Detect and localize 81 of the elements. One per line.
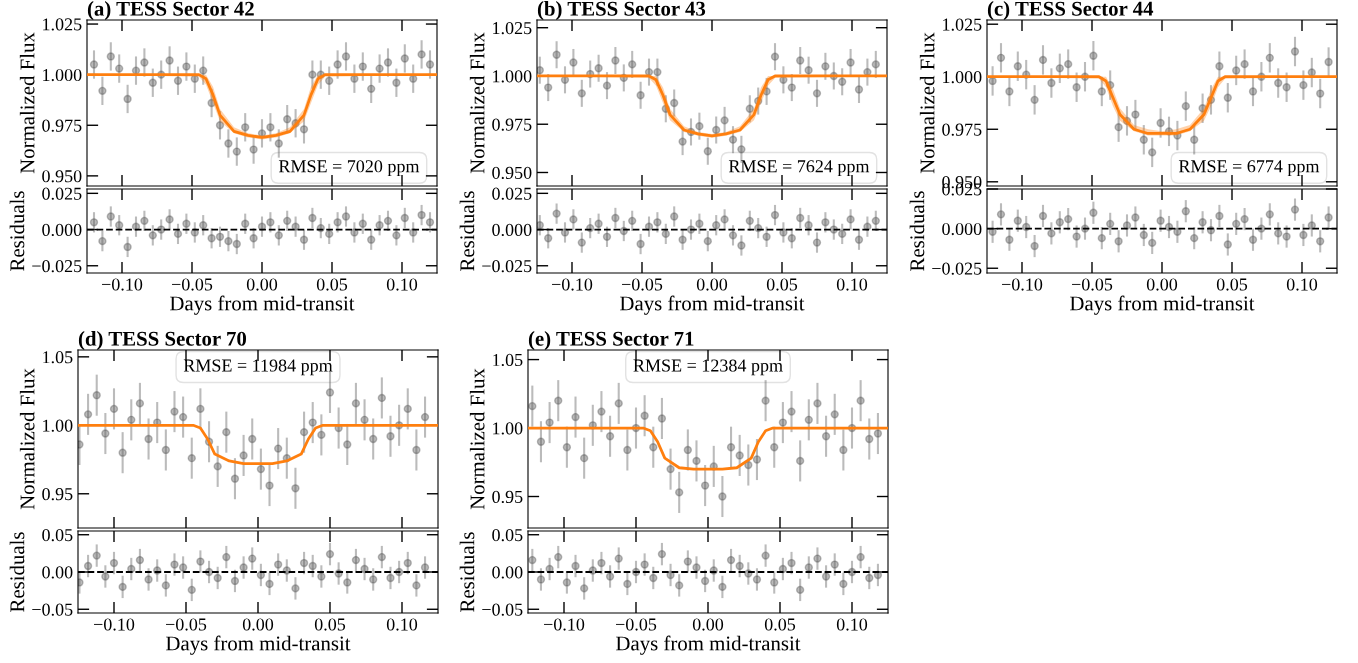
x-tick-label: −0.05 [1072,278,1113,291]
x-tick-label: 0.10 [836,618,868,631]
y-tick-label: 0.00 [492,566,523,579]
x-tick-label: −0.10 [552,278,593,291]
y-tick-label: 1.05 [43,351,73,364]
y-axis-title: Residuals [909,191,925,271]
y-axis-title: Residuals [9,191,25,271]
y-tick-label: 1.000 [493,70,532,83]
y-tick-label: 1.025 [943,18,982,31]
y-axis-title: Normalized Flux [19,32,35,174]
x-tick-label: 0.00 [696,278,728,291]
y-tick-label: 0.000 [42,223,82,237]
y-tick-label: 1.00 [493,422,523,435]
chart-title: (d) TESS Sector 70 [78,331,247,350]
y-tick-label: 0.00 [42,566,73,579]
y-tick-label: −0.05 [482,603,523,616]
y-tick-label: 0.000 [942,222,982,236]
x-axis-title: Days from mid-transit [170,295,355,315]
x-tick-label: −0.05 [172,278,213,291]
y-axis-title: Residuals [9,532,25,612]
chart-title: (c) TESS Sector 44 [987,1,1154,20]
y-tick-label: 0.000 [492,223,532,237]
x-tick-label: 0.00 [1146,278,1178,291]
x-tick-label: 0.00 [692,618,724,631]
y-tick-label: 1.025 [43,18,82,31]
chart-title: (a) TESS Sector 42 [87,1,254,20]
x-tick-label: 0.05 [766,278,798,291]
x-tick-label: −0.10 [544,618,585,631]
y-axis-title: Normalized Flux [469,32,485,174]
x-axis-title: Days from mid-transit [166,635,351,655]
x-tick-label: −0.10 [94,618,135,631]
annotation: RMSE = 11984 ppm [183,359,333,376]
x-tick-label: 0.00 [242,618,274,631]
x-tick-label: 0.10 [1286,278,1318,291]
y-axis-title: Residuals [459,191,475,271]
x-tick-label: 0.00 [246,278,278,291]
annotation: RMSE = 6774 ppm [1178,160,1320,177]
y-tick-label: −0.025 [32,260,82,273]
y-tick-label: 1.025 [493,21,532,35]
chart-title: (b) TESS Sector 43 [537,1,706,20]
x-axis-title: Days from mid-transit [620,295,805,315]
y-tick-label: −0.025 [932,262,982,275]
y-tick-label: 0.05 [42,528,73,542]
y-tick-label: 0.95 [42,488,73,501]
y-axis-title: Normalized Flux [19,368,35,510]
x-tick-label: 0.05 [764,618,796,631]
y-tick-label: 0.975 [942,123,982,136]
y-tick-label: 0.025 [42,187,82,200]
x-tick-label: −0.10 [1002,278,1043,291]
x-tick-label: 0.10 [386,278,418,291]
y-tick-label: 0.05 [492,528,523,542]
x-tick-label: 0.10 [386,618,418,631]
y-tick-label: 0.950 [42,170,82,183]
x-axis-title: Days from mid-transit [616,635,801,655]
y-tick-label: 0.950 [492,166,532,180]
y-tick-label: 0.975 [492,118,532,131]
x-tick-label: 0.05 [316,278,348,291]
annotation: RMSE = 12384 ppm [633,359,783,376]
x-axis-title: Days from mid-transit [1070,295,1255,315]
x-tick-label: 0.05 [1216,278,1248,291]
y-tick-label: 1.00 [43,419,73,432]
y-axis-title: Residuals [459,532,475,612]
y-axis-title: Normalized Flux [919,32,935,174]
y-tick-label: 0.975 [42,119,82,132]
x-tick-label: −0.05 [622,278,663,291]
y-tick-label: −0.05 [32,603,73,616]
annotation: RMSE = 7624 ppm [728,160,870,177]
y-tick-label: 0.025 [492,187,532,200]
y-tick-label: 1.05 [493,353,523,367]
chart-title: (e) TESS Sector 71 [528,331,694,350]
x-tick-label: −0.05 [166,618,207,631]
y-tick-label: −0.025 [482,260,532,273]
x-tick-label: −0.10 [102,278,143,291]
x-tick-label: 0.05 [314,618,346,631]
y-axis-title: Normalized Flux [469,368,485,510]
x-tick-label: −0.05 [616,618,657,631]
x-tick-label: 0.10 [836,278,868,291]
y-tick-label: 1.000 [943,70,982,84]
annotation: RMSE = 7020 ppm [278,160,420,177]
y-tick-label: 0.95 [492,490,523,504]
y-tick-label: 1.000 [43,68,82,82]
